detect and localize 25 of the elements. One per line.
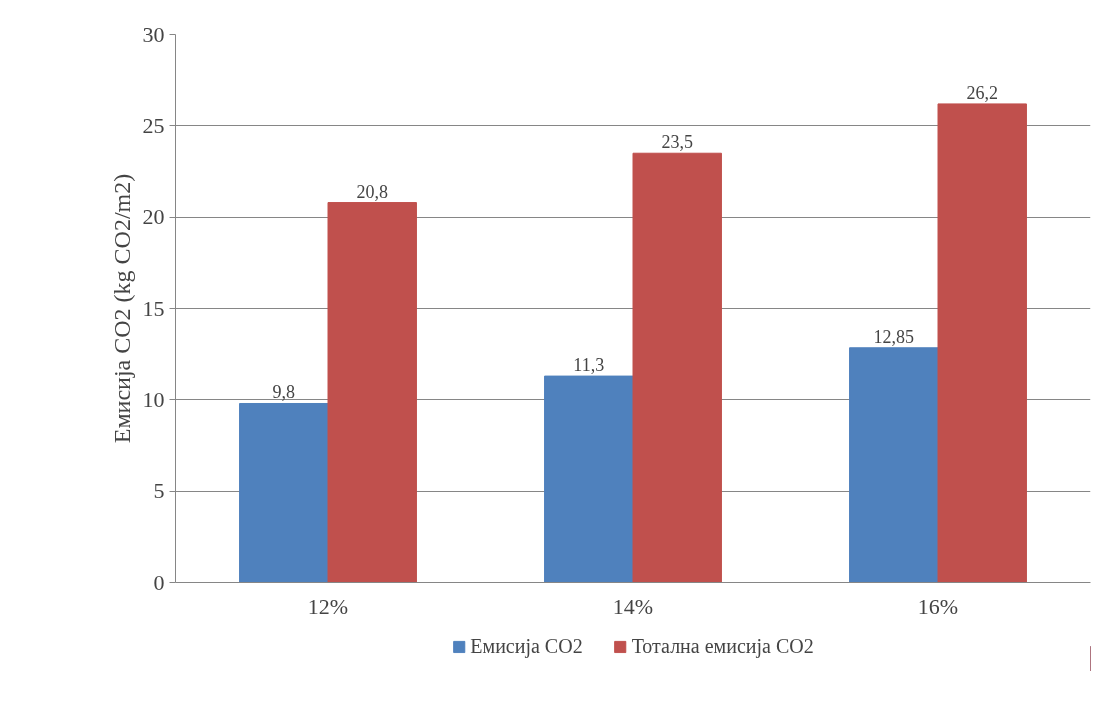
data-label: 9,8 <box>272 382 296 403</box>
legend-label: Тотална емисија CO2 <box>631 634 814 658</box>
data-label: 26,2 <box>966 82 998 103</box>
y-tick-label: 5 <box>153 478 165 504</box>
bar <box>239 402 329 583</box>
bar <box>544 375 634 583</box>
y-tick-label: 0 <box>153 569 165 595</box>
x-tick-label: 16% <box>917 593 959 619</box>
legend-label: Емисија CO2 <box>470 634 583 658</box>
data-label: 11,3 <box>573 355 605 376</box>
data-label: 12,85 <box>873 326 915 347</box>
bar <box>937 103 1027 583</box>
x-tick-label: 12% <box>307 593 349 619</box>
y-tick-label: 10 <box>142 386 165 412</box>
y-axis-title: Емисија CO2 (kg CO2/m2) <box>108 173 135 444</box>
data-label: 23,5 <box>661 132 693 153</box>
bar <box>632 152 722 583</box>
x-tick-label: 14% <box>612 593 654 619</box>
y-tick-label: 20 <box>142 204 165 230</box>
bar <box>849 347 939 583</box>
bar <box>327 202 417 583</box>
y-tick-label: 15 <box>142 295 165 321</box>
y-tick-label: 30 <box>142 21 165 47</box>
data-label: 20,8 <box>356 181 388 202</box>
y-tick-label: 25 <box>142 112 165 138</box>
